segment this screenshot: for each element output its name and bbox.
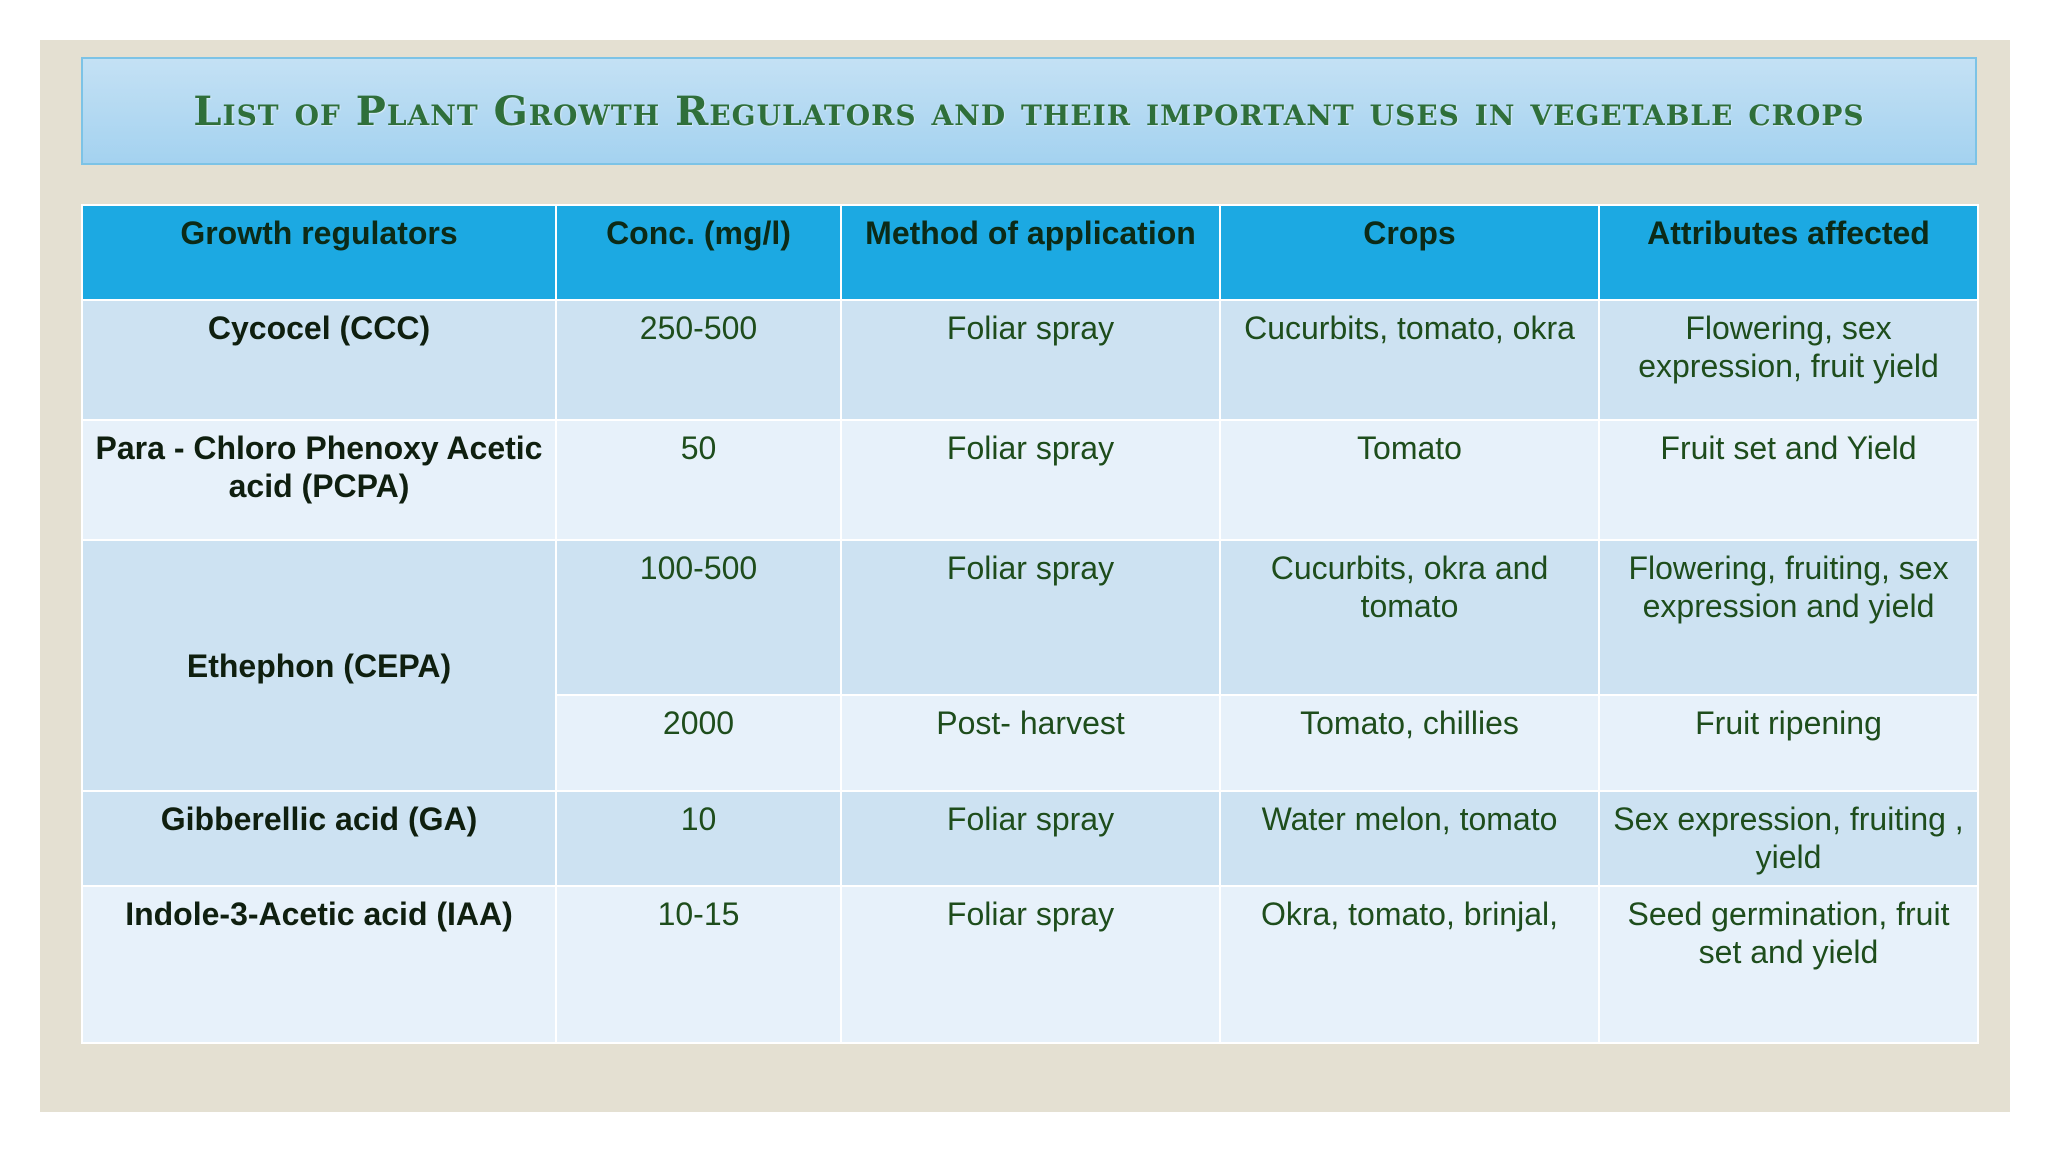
method-cell: Foliar spray <box>840 790 1221 887</box>
table-row: Ethephon (CEPA) 100-500 Foliar spray Cuc… <box>81 539 1979 792</box>
slide-title: List of Plant Growth Regulators and thei… <box>193 87 1865 135</box>
method-cell: Foliar spray <box>840 419 1221 541</box>
header-concentration: Conc. (mg/l) <box>555 204 842 301</box>
crops-cell: Okra, tomato, brinjal, <box>1219 885 1600 1044</box>
growth-regulators-table: Growth regulators Conc. (mg/l) Method of… <box>81 204 1979 1044</box>
attributes-cell: Fruit set and Yield <box>1598 419 1979 541</box>
table-row: Cycocel (CCC) 250-500 Foliar spray Cucur… <box>81 299 1979 421</box>
method-cell: Post- harvest <box>840 694 1221 792</box>
attributes-cell: Seed germination, fruit set and yield <box>1598 885 1979 1044</box>
table-row: 2000 Post- harvest Tomato, chillies Frui… <box>82 694 1979 792</box>
title-banner: List of Plant Growth Regulators and thei… <box>81 57 1977 165</box>
method-cell: Foliar spray <box>840 299 1221 421</box>
method-cell: Foliar spray <box>840 885 1221 1044</box>
slide: List of Plant Growth Regulators and thei… <box>40 40 2010 1112</box>
table-header: Growth regulators Conc. (mg/l) Method of… <box>81 204 1979 301</box>
regulator-cell: Ethephon (CEPA) <box>81 539 557 792</box>
attributes-cell: Fruit ripening <box>1598 694 1979 792</box>
table-row: Para - Chloro Phenoxy Acetic acid (PCPA)… <box>81 419 1979 541</box>
crops-cell: Cucurbits, okra and tomato <box>1219 539 1600 696</box>
table-row: Gibberellic acid (GA) 10 Foliar spray Wa… <box>81 790 1979 887</box>
attributes-cell: Flowering, sex expression, fruit yield <box>1598 299 1979 421</box>
header-crops: Crops <box>1219 204 1600 301</box>
header-row: Growth regulators Conc. (mg/l) Method of… <box>81 204 1979 301</box>
regulator-cell: Cycocel (CCC) <box>81 299 557 421</box>
header-method: Method of application <box>840 204 1221 301</box>
header-growth-regulators: Growth regulators <box>81 204 557 301</box>
crops-cell: Tomato, chillies <box>1219 694 1600 792</box>
regulator-cell: Para - Chloro Phenoxy Acetic acid (PCPA) <box>81 419 557 541</box>
conc-cell: 100-500 <box>555 539 842 696</box>
crops-cell: Tomato <box>1219 419 1600 541</box>
conc-cell: 2000 <box>555 694 842 792</box>
conc-cell: 10-15 <box>555 885 842 1044</box>
conc-cell: 250-500 <box>555 299 842 421</box>
table-body: Cycocel (CCC) 250-500 Foliar spray Cucur… <box>81 299 1979 1044</box>
attributes-cell: Flowering, fruiting, sex expression and … <box>1598 539 1979 696</box>
header-attributes: Attributes affected <box>1598 204 1979 301</box>
regulator-cell: Gibberellic acid (GA) <box>81 790 557 887</box>
regulator-cell: Indole-3-Acetic acid (IAA) <box>81 885 557 1044</box>
table-row: Indole-3-Acetic acid (IAA) 10-15 Foliar … <box>81 885 1979 1044</box>
attributes-cell: Sex expression, fruiting , yield <box>1598 790 1979 887</box>
conc-cell: 10 <box>555 790 842 887</box>
crops-cell: Water melon, tomato <box>1219 790 1600 887</box>
method-cell: Foliar spray <box>840 539 1221 696</box>
conc-cell: 50 <box>555 419 842 541</box>
crops-cell: Cucurbits, tomato, okra <box>1219 299 1600 421</box>
